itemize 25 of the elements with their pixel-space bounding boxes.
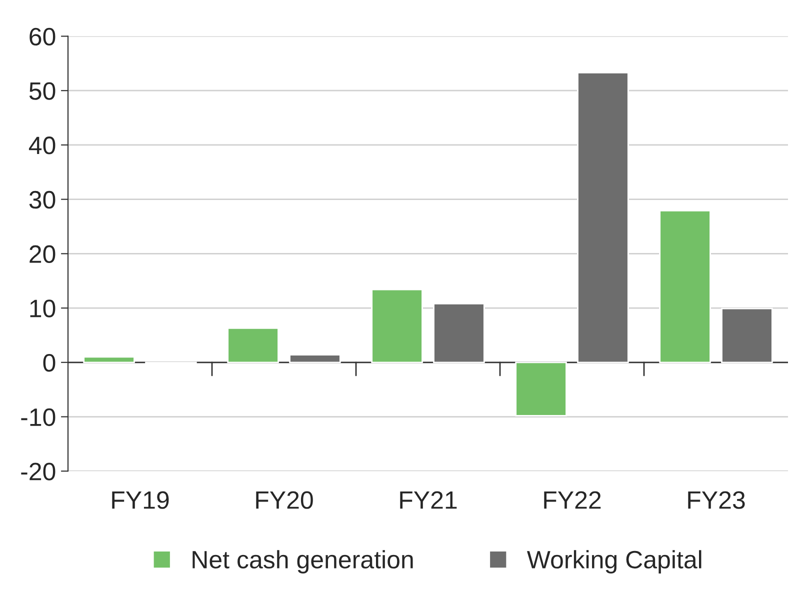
x-tick-label: FY23 [688, 491, 745, 509]
y-tick-label: -20 [21, 462, 56, 480]
y-tick-label: 0 [43, 354, 56, 372]
y-tick-label: -10 [21, 408, 56, 426]
bar [83, 356, 135, 364]
y-tick-label: 50 [29, 82, 56, 100]
y-tick-label: 40 [28, 136, 56, 154]
y-tick-label: 20 [30, 245, 56, 263]
x-tick-label: FY22 [544, 491, 601, 509]
x-tick-label: FY19 [112, 491, 169, 509]
bar [227, 327, 279, 364]
legend-label: Net cash generation [192, 550, 413, 574]
legend-label: Working Capital [526, 550, 702, 574]
bar [371, 288, 423, 364]
y-tick-label: 30 [29, 190, 56, 209]
y-tick-label: 10 [30, 300, 56, 318]
bar [577, 72, 629, 364]
bar [433, 302, 485, 364]
bar [515, 362, 567, 416]
bar [659, 210, 711, 364]
x-tick-label: FY21 [400, 491, 457, 509]
x-tick-label: FY20 [256, 491, 313, 509]
bar [289, 354, 341, 364]
y-tick-label: 60 [30, 28, 56, 46]
bar [721, 308, 773, 364]
